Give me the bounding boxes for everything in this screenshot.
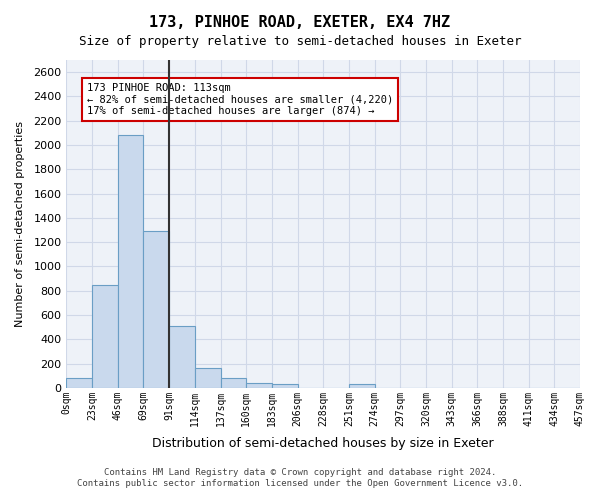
Bar [143,231,169,388]
Y-axis label: Number of semi-detached properties: Number of semi-detached properties [15,121,25,327]
Bar [221,378,246,388]
Bar [349,384,374,388]
Text: Size of property relative to semi-detached houses in Exeter: Size of property relative to semi-detach… [79,35,521,48]
Text: 173 PINHOE ROAD: 113sqm
← 82% of semi-detached houses are smaller (4,220)
17% of: 173 PINHOE ROAD: 113sqm ← 82% of semi-de… [87,83,393,116]
X-axis label: Distribution of semi-detached houses by size in Exeter: Distribution of semi-detached houses by … [152,437,494,450]
Bar [246,383,272,388]
Text: Contains HM Land Registry data © Crown copyright and database right 2024.
Contai: Contains HM Land Registry data © Crown c… [77,468,523,487]
Bar [118,136,143,388]
Bar [67,378,92,388]
Bar [272,384,298,388]
Bar [195,368,221,388]
Text: 173, PINHOE ROAD, EXETER, EX4 7HZ: 173, PINHOE ROAD, EXETER, EX4 7HZ [149,15,451,30]
Bar [169,326,195,388]
Bar [92,284,118,388]
